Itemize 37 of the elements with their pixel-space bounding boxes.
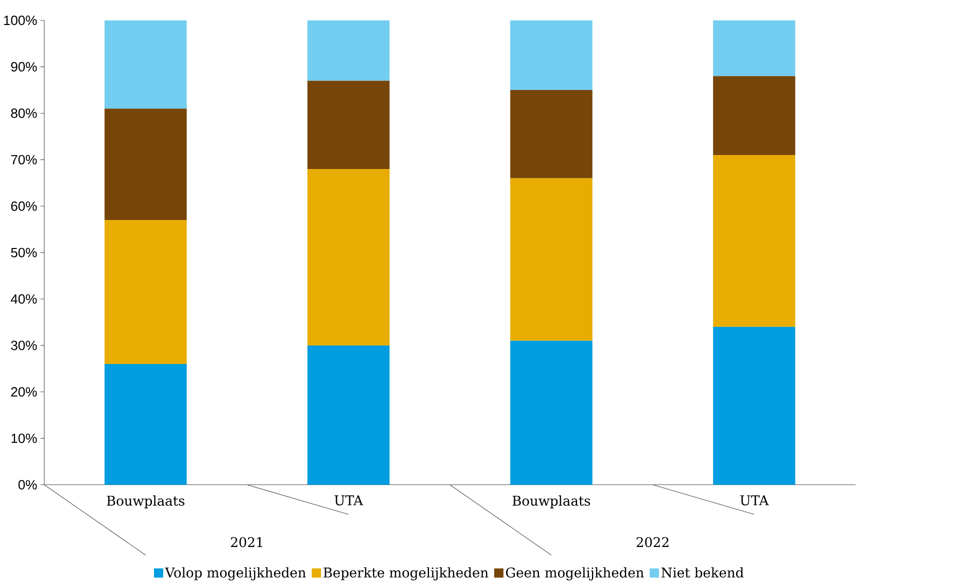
y-tick-label: 0% [18,480,37,490]
bar [713,326,796,485]
x-tick-label: Bouwplaats [512,496,590,508]
legend-label: Beperkte mogelijkheden [324,567,488,580]
legend-label: Niet bekend [661,567,744,578]
bar [307,20,390,81]
y-tick-label: 70% [11,155,37,165]
bar [713,76,796,156]
y-tick-label: 20% [11,387,37,397]
bar [307,80,390,170]
bar [104,220,187,364]
bar [510,90,592,178]
bar [510,20,592,90]
bar [104,20,187,109]
bar [713,155,796,327]
y-tick-label: 80% [11,108,37,118]
x-tick-label: UTA [334,496,364,506]
x-tick-label: Bouwplaats [106,496,184,508]
y-tick-label: 100% [4,16,37,26]
bar [104,364,187,485]
y-tick-label: 90% [11,62,37,72]
legend-label: Geen mogelijkheden [506,567,644,580]
bar [307,169,390,346]
y-tick-label: 60% [11,201,37,211]
x-tick-label: UTA [740,496,769,506]
bar [510,178,592,341]
bar [307,346,390,485]
text: 2021 [230,537,262,548]
bar [510,340,592,485]
bar [713,20,796,76]
legend-label: Volop mogelijkheden [164,567,306,580]
bar [104,108,187,220]
y-tick-label: 50% [11,248,37,258]
y-tick-label: 30% [11,340,37,350]
y-tick-label: 10% [12,434,37,444]
y-tick-label: 40% [10,294,37,304]
text: 2022 [636,537,668,548]
